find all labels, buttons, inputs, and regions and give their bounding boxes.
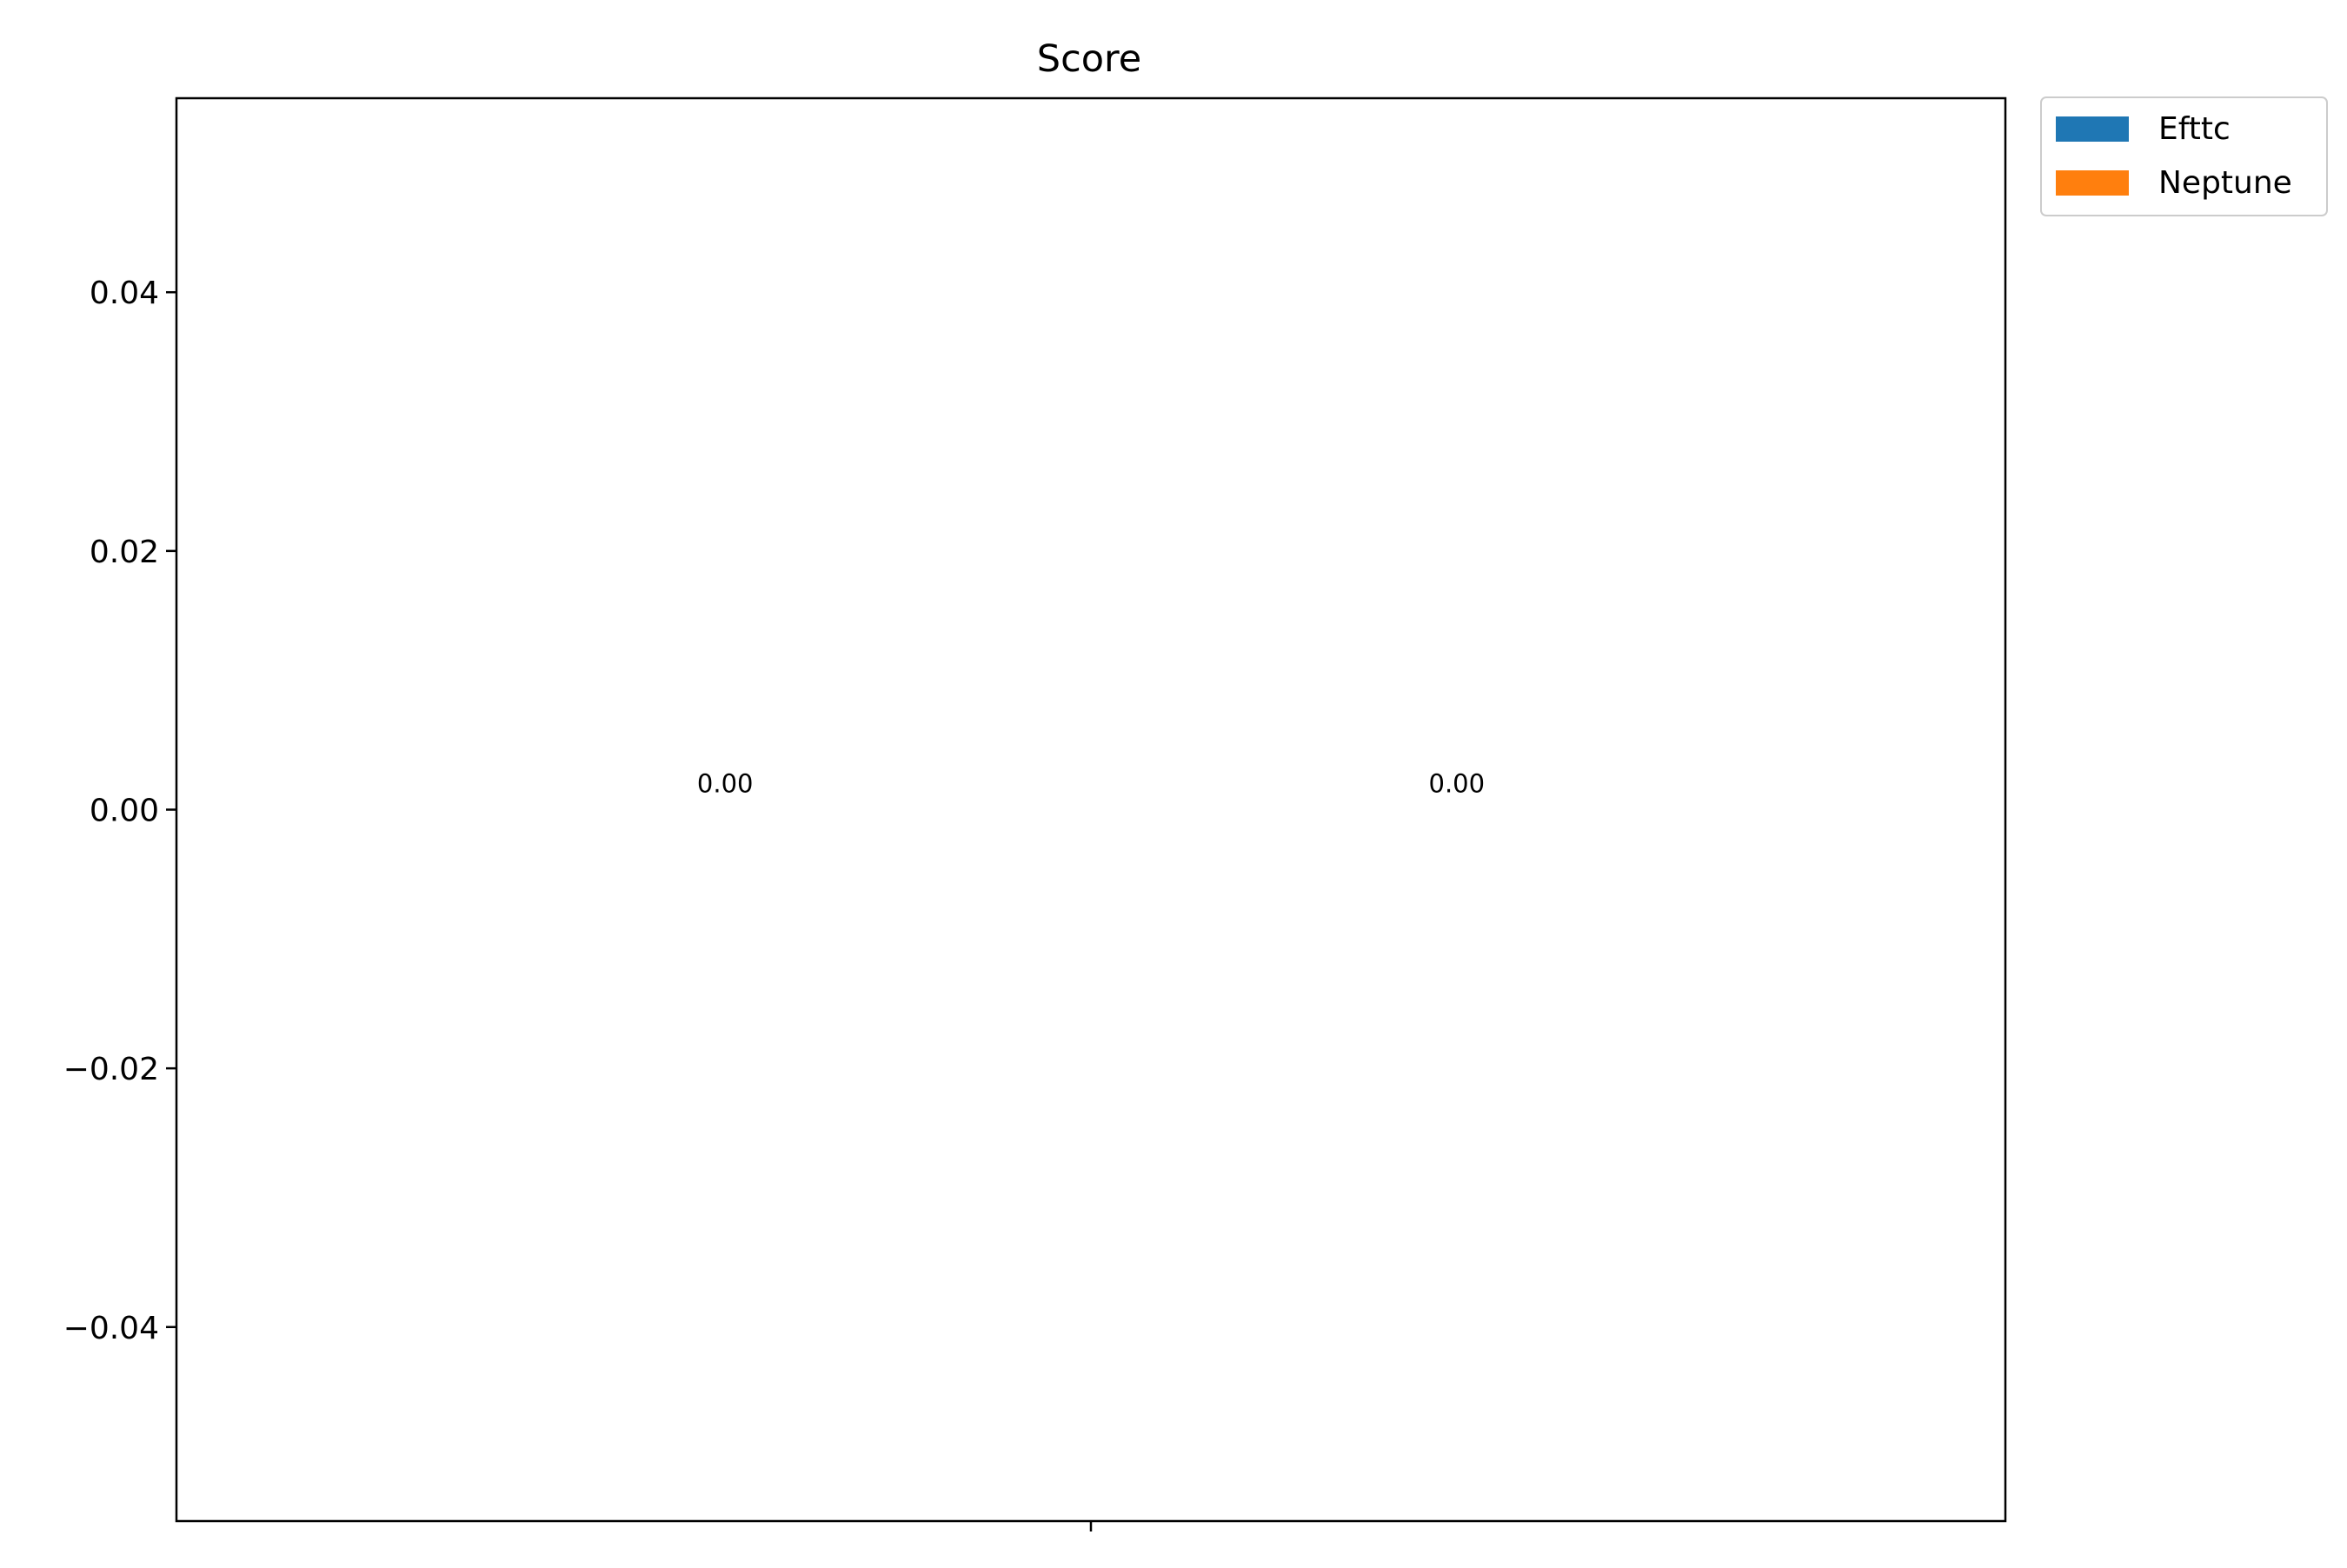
y-tick-label: 0.04: [90, 276, 159, 311]
plot-area-frame: [175, 96, 2007, 1523]
y-tick-label: −0.02: [63, 1052, 159, 1087]
legend-swatch-neptune: [2056, 170, 2129, 196]
bar-value-labels: 0.00 0.00: [697, 769, 1485, 799]
legend-label-neptune: Neptune: [2158, 165, 2292, 201]
y-tick-label: −0.04: [63, 1311, 159, 1346]
legend-swatch-efttc: [2056, 116, 2129, 142]
chart-title: Score: [1037, 37, 1141, 81]
y-tick-label: 0.00: [90, 794, 159, 829]
bar-value-label-efttc: 0.00: [697, 769, 754, 799]
legend: Efttc Neptune: [2040, 96, 2328, 216]
legend-label-efttc: Efttc: [2158, 111, 2231, 147]
bar-value-label-neptune: 0.00: [1429, 769, 1486, 799]
y-tick-label: 0.02: [90, 535, 159, 570]
y-axis-ticks: −0.04 −0.02 0.00 0.02 0.04: [63, 276, 176, 1346]
